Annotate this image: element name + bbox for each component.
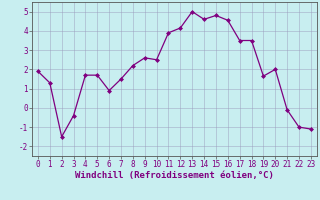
X-axis label: Windchill (Refroidissement éolien,°C): Windchill (Refroidissement éolien,°C) — [75, 171, 274, 180]
